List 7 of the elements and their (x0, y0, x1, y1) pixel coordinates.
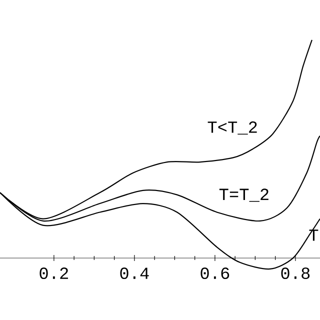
annotation: T<T_2 (208, 121, 257, 135)
annotation: T (309, 230, 318, 241)
annotation: T=T_2 (219, 188, 268, 202)
x-tick-label: 0.2 (40, 268, 68, 280)
x-tick-label: 0.4 (120, 268, 149, 280)
x-tick-label: 0.6 (200, 268, 230, 280)
x-tick-label: 0.8 (281, 268, 310, 280)
